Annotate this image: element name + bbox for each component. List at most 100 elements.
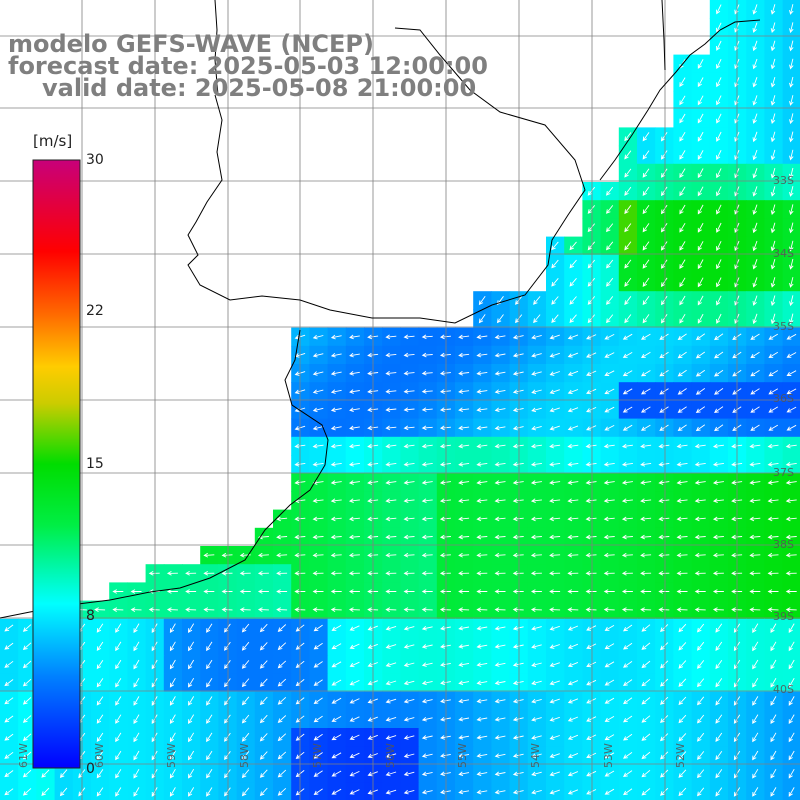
wind-arrow	[641, 769, 651, 778]
wind-arrow	[421, 716, 433, 722]
wind-arrow	[403, 626, 415, 631]
wind-arrow	[385, 443, 397, 449]
coastline-uruguay-brazil	[187, 27, 586, 324]
wind-arrow	[603, 443, 615, 449]
wind-arrow	[715, 641, 723, 651]
wind-arrow	[660, 223, 668, 233]
wind-arrow	[715, 714, 723, 724]
wind-arrow	[770, 768, 777, 779]
wind-arrow	[660, 168, 668, 178]
wind-arrow	[788, 768, 795, 779]
wind-arrow	[206, 714, 213, 724]
wind-arrow	[752, 277, 758, 288]
wind-arrow	[585, 498, 597, 504]
wind-arrow	[640, 571, 652, 576]
title-line-2: forecast date: 2025-05-03 12:00:00	[8, 52, 488, 80]
wind-arrow	[697, 113, 704, 124]
wind-arrow	[569, 259, 577, 269]
wind-arrow	[313, 642, 323, 650]
wind-arrow	[330, 516, 342, 522]
wind-arrow	[567, 752, 579, 759]
wind-arrow	[695, 424, 706, 432]
wind-arrow	[697, 295, 704, 306]
wind-arrow	[679, 113, 686, 124]
wind-arrow	[567, 607, 579, 612]
wind-arrow	[277, 642, 287, 651]
wind-arrow	[221, 571, 233, 576]
wind-arrow	[606, 241, 614, 251]
wind-arrow	[712, 462, 724, 467]
wind-arrow	[695, 333, 706, 341]
wind-arrow	[313, 788, 323, 796]
wind-arrow	[585, 607, 597, 612]
wind-arrow	[224, 787, 231, 797]
colorbar-tick-8: 8	[86, 608, 95, 624]
wind-arrow	[531, 626, 542, 631]
wind-arrow	[659, 351, 669, 359]
wind-arrow	[679, 204, 686, 215]
wind-arrow	[421, 498, 433, 504]
wind-arrow	[115, 641, 122, 652]
wind-arrow	[788, 641, 795, 652]
wind-arrow	[697, 222, 704, 233]
wind-arrow	[312, 443, 324, 449]
wind-arrow	[349, 679, 360, 686]
wind-arrow	[385, 698, 397, 704]
wind-arrow	[694, 552, 706, 558]
wind-arrow	[476, 716, 488, 722]
wind-arrow	[349, 698, 360, 704]
wind-arrow	[767, 607, 779, 612]
wind-arrow	[786, 370, 797, 376]
wind-arrow	[421, 516, 433, 522]
wind-arrow	[115, 787, 122, 797]
wind-arrow	[494, 771, 506, 777]
wind-arrow	[133, 677, 140, 688]
wind-arrow	[714, 424, 724, 432]
wind-arrow	[403, 717, 415, 722]
wind-arrow	[203, 571, 215, 576]
wind-arrow	[567, 498, 579, 504]
wind-arrow	[660, 678, 669, 687]
wind-arrow	[169, 750, 176, 761]
wind-arrow	[623, 770, 633, 777]
wind-arrow	[587, 205, 596, 214]
wind-arrow	[385, 552, 397, 558]
wind-arrow	[622, 352, 633, 358]
wind-arrow	[188, 787, 195, 797]
wind-arrow	[658, 607, 670, 612]
wind-arrow	[697, 623, 705, 633]
wind-arrow	[697, 277, 704, 288]
wind-arrow	[494, 753, 506, 758]
wind-arrow	[22, 733, 32, 742]
wind-arrow	[752, 4, 758, 15]
wind-arrow	[640, 406, 651, 413]
wind-arrow	[531, 644, 542, 649]
wind-arrow	[421, 552, 433, 558]
wind-arrow	[788, 750, 795, 761]
wind-arrow	[641, 751, 651, 760]
colorbar-tick-22: 22	[86, 303, 104, 319]
wind-arrow	[549, 571, 561, 576]
wind-arrow	[531, 334, 542, 340]
wind-arrow	[676, 534, 688, 540]
wind-arrow	[241, 641, 250, 651]
wind-arrow	[312, 353, 324, 358]
wind-arrow	[567, 771, 579, 777]
wind-arrow	[586, 716, 597, 722]
wind-arrow	[694, 607, 706, 612]
wind-arrow	[458, 753, 470, 758]
wind-arrow	[767, 552, 779, 558]
wind-arrow	[676, 480, 688, 485]
wind-arrow	[768, 333, 779, 340]
wind-arrow	[188, 750, 195, 761]
wind-arrow	[642, 186, 650, 196]
coastline-right-top	[661, 0, 666, 71]
wind-arrow	[640, 498, 652, 504]
wind-arrow	[752, 186, 758, 197]
wind-arrow	[331, 643, 342, 650]
wind-arrow	[789, 240, 794, 252]
wind-arrow	[22, 769, 32, 778]
wind-arrow	[494, 407, 506, 413]
wind-arrow	[697, 150, 704, 160]
wind-arrow	[567, 534, 579, 540]
